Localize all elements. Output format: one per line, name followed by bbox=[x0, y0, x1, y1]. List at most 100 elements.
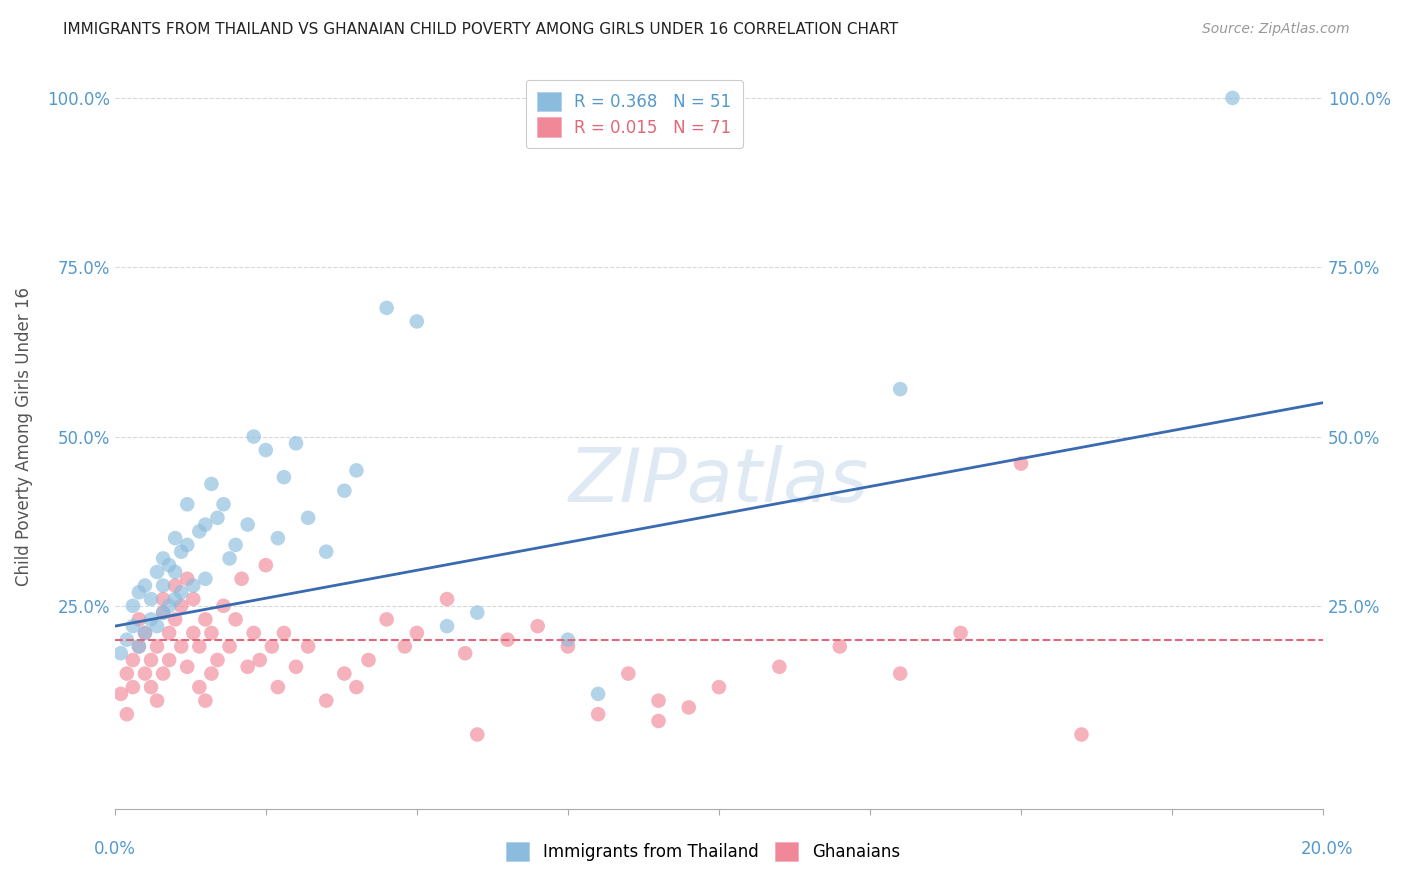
Point bbox=[218, 640, 240, 654]
Point bbox=[828, 640, 851, 654]
Point bbox=[1010, 457, 1032, 471]
Point bbox=[346, 463, 368, 477]
Point bbox=[157, 558, 180, 573]
Text: 20.0%: 20.0% bbox=[1301, 840, 1354, 858]
Point bbox=[249, 653, 271, 667]
Point bbox=[152, 606, 174, 620]
Point bbox=[181, 578, 204, 592]
Point bbox=[170, 640, 193, 654]
Point bbox=[557, 640, 579, 654]
Point bbox=[139, 612, 162, 626]
Point bbox=[152, 606, 174, 620]
Point bbox=[165, 592, 187, 607]
Point bbox=[188, 680, 211, 694]
Point bbox=[115, 632, 138, 647]
Point bbox=[273, 470, 295, 484]
Point bbox=[146, 693, 169, 707]
Point bbox=[949, 626, 972, 640]
Point bbox=[557, 632, 579, 647]
Point bbox=[236, 660, 259, 674]
Point bbox=[260, 640, 283, 654]
Point bbox=[496, 632, 519, 647]
Point bbox=[157, 599, 180, 613]
Point bbox=[267, 680, 290, 694]
Text: 0.0%: 0.0% bbox=[94, 840, 136, 858]
Point bbox=[176, 497, 198, 511]
Point bbox=[647, 714, 669, 728]
Point bbox=[128, 585, 150, 599]
Point bbox=[157, 626, 180, 640]
Point bbox=[152, 592, 174, 607]
Point bbox=[768, 660, 790, 674]
Point bbox=[194, 693, 217, 707]
Point bbox=[128, 640, 150, 654]
Point bbox=[146, 619, 169, 633]
Point bbox=[242, 429, 264, 443]
Point bbox=[188, 640, 211, 654]
Point bbox=[122, 653, 145, 667]
Point bbox=[526, 619, 548, 633]
Point bbox=[357, 653, 380, 667]
Point bbox=[454, 646, 477, 660]
Point bbox=[405, 314, 427, 328]
Point bbox=[436, 592, 458, 607]
Point bbox=[170, 544, 193, 558]
Point bbox=[586, 687, 609, 701]
Point bbox=[128, 612, 150, 626]
Point bbox=[254, 443, 277, 458]
Point bbox=[170, 585, 193, 599]
Point bbox=[218, 551, 240, 566]
Point bbox=[115, 707, 138, 722]
Point bbox=[122, 619, 145, 633]
Point bbox=[225, 612, 247, 626]
Point bbox=[242, 626, 264, 640]
Point bbox=[152, 666, 174, 681]
Point bbox=[315, 693, 337, 707]
Point bbox=[128, 640, 150, 654]
Point bbox=[134, 626, 156, 640]
Point bbox=[315, 544, 337, 558]
Point bbox=[436, 619, 458, 633]
Point bbox=[346, 680, 368, 694]
Point bbox=[134, 578, 156, 592]
Point bbox=[122, 680, 145, 694]
Point bbox=[207, 510, 229, 524]
Point bbox=[465, 606, 488, 620]
Point bbox=[170, 599, 193, 613]
Point bbox=[122, 599, 145, 613]
Point bbox=[165, 578, 187, 592]
Point bbox=[375, 301, 398, 315]
Point bbox=[176, 572, 198, 586]
Point bbox=[194, 517, 217, 532]
Point bbox=[617, 666, 640, 681]
Point bbox=[146, 565, 169, 579]
Point bbox=[115, 666, 138, 681]
Point bbox=[176, 660, 198, 674]
Point bbox=[285, 660, 308, 674]
Point bbox=[200, 626, 222, 640]
Point bbox=[134, 666, 156, 681]
Point bbox=[285, 436, 308, 450]
Point bbox=[165, 531, 187, 545]
Point bbox=[586, 707, 609, 722]
Point bbox=[110, 687, 132, 701]
Point bbox=[678, 700, 700, 714]
Point bbox=[889, 382, 911, 396]
Point bbox=[139, 653, 162, 667]
Text: ZIPatlas: ZIPatlas bbox=[569, 445, 869, 517]
Legend: R = 0.368   N = 51, R = 0.015   N = 71: R = 0.368 N = 51, R = 0.015 N = 71 bbox=[526, 80, 742, 148]
Point bbox=[152, 551, 174, 566]
Point bbox=[200, 666, 222, 681]
Point bbox=[181, 626, 204, 640]
Legend: Immigrants from Thailand, Ghanaians: Immigrants from Thailand, Ghanaians bbox=[499, 835, 907, 868]
Point bbox=[134, 626, 156, 640]
Point bbox=[157, 653, 180, 667]
Point bbox=[181, 592, 204, 607]
Point bbox=[139, 592, 162, 607]
Point bbox=[212, 599, 235, 613]
Point bbox=[375, 612, 398, 626]
Point bbox=[188, 524, 211, 539]
Point bbox=[707, 680, 730, 694]
Point bbox=[273, 626, 295, 640]
Point bbox=[231, 572, 253, 586]
